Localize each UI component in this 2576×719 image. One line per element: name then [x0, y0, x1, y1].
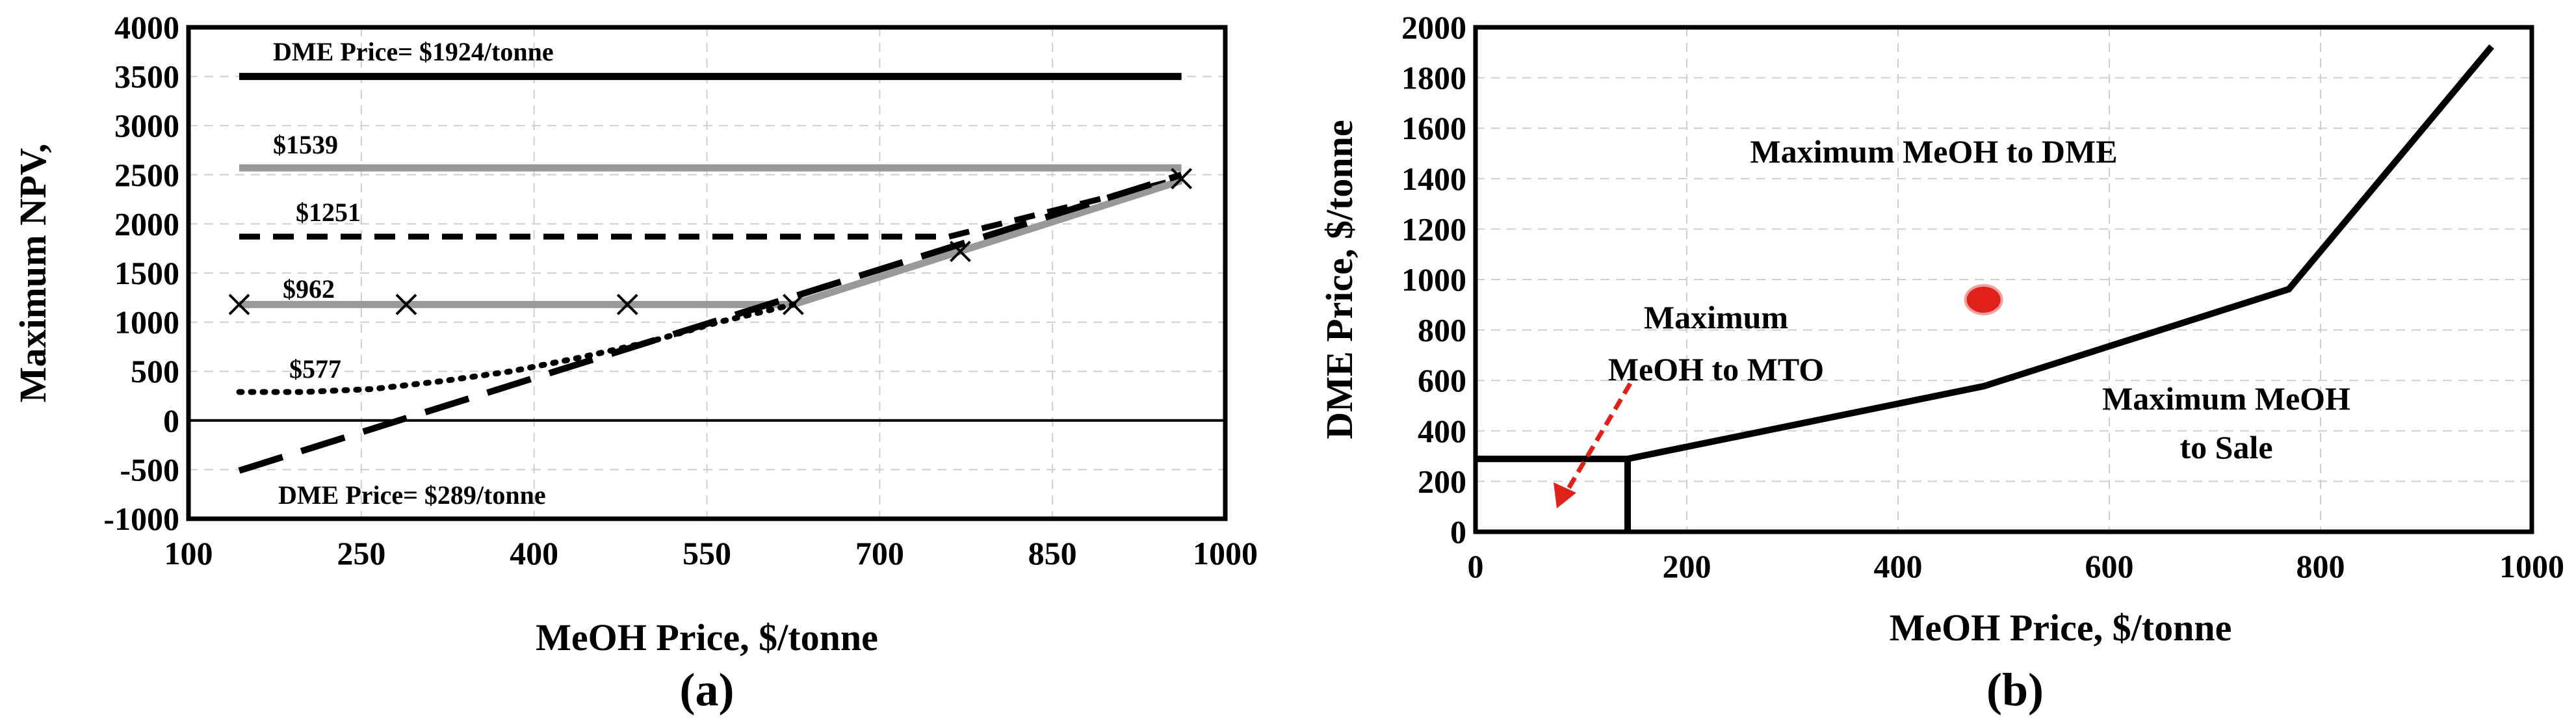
x-marker	[1171, 168, 1193, 190]
series-line-3	[239, 177, 1183, 308]
y-tick-label: 1200	[1401, 211, 1466, 247]
region-label-dme: Maximum MeOH to DME	[1750, 133, 2117, 170]
series-line-4	[236, 301, 796, 395]
series-line-5	[238, 172, 1183, 474]
y-tick-label: 2500	[114, 157, 179, 193]
y-tick-label: 0	[163, 402, 179, 439]
series-label: DME Price= $1924/tonne	[273, 37, 554, 66]
region-label-mto: Maximum	[1644, 299, 1788, 335]
y-tick-label: 1500	[114, 255, 179, 291]
y-tick-label: 1800	[1401, 60, 1466, 96]
x-tick-label: 1000	[1193, 535, 1258, 571]
y-tick-label: 600	[1418, 362, 1466, 399]
y-tick-label: 800	[1418, 312, 1466, 348]
y-tick-label: 500	[131, 353, 179, 389]
x-tick-label: 200	[1663, 548, 1711, 584]
y-tick-label: 1400	[1401, 161, 1466, 197]
x-marker	[616, 293, 638, 315]
y-tick-label: 4000	[114, 9, 179, 46]
sale-boundary-line	[1627, 44, 2495, 462]
y-tick-label: 1600	[1401, 110, 1466, 146]
x-tick-label: 400	[510, 535, 558, 571]
x-tick-label: 850	[1028, 535, 1077, 571]
y-tick-label: 3500	[114, 59, 179, 95]
y-tick-label: 1000	[114, 304, 179, 341]
region-label-mto: MeOH to MTO	[1608, 351, 1824, 387]
x-marker-stroke	[616, 293, 638, 315]
region-label-sale: Maximum MeOH	[2102, 380, 2350, 417]
series-label: $1251	[296, 198, 361, 227]
x-tick-label: 700	[855, 535, 904, 571]
x-tick-label: 250	[337, 535, 385, 571]
x-marker	[228, 293, 250, 315]
series-label: DME Price= $289/tonne	[278, 480, 546, 510]
mto-boundary	[1476, 455, 1631, 532]
x-marker-stroke	[395, 293, 417, 315]
x-marker-stroke	[228, 293, 250, 315]
x-tick-label: 0	[1468, 548, 1484, 584]
y-tick-label: -1000	[103, 501, 179, 537]
x-marker-stroke	[1171, 168, 1193, 190]
x-marker	[783, 293, 804, 315]
y-tick-label: 400	[1418, 413, 1466, 449]
x-marker	[395, 293, 417, 315]
x-tick-label: 600	[2085, 548, 2134, 584]
series-label: $577	[289, 354, 341, 384]
x-tick-label: 550	[683, 535, 731, 571]
y-tick-label: 3000	[114, 107, 179, 144]
x-tick-label: 800	[2296, 548, 2345, 584]
x-tick-label: 100	[164, 535, 213, 571]
region-label-sale: to Sale	[2179, 429, 2272, 465]
x-axis-title: MeOH Price, $/tonne	[536, 616, 878, 659]
x-tick-label: 400	[1874, 548, 1923, 584]
mto-arrow-head	[1554, 482, 1576, 508]
plot-frame-a	[186, 25, 1228, 521]
y-axis-title: DME Price, $/tonne	[1318, 120, 1360, 439]
y-axis-title: Maximum NPV,	[12, 144, 54, 402]
x-axis-title: MeOH Price, $/tonne	[1890, 607, 2232, 649]
y-tick-label: 1000	[1401, 261, 1466, 298]
plot-frame-b	[1473, 25, 2534, 534]
y-tick-label: 2000	[114, 205, 179, 242]
x-tick-label: 1000	[2499, 548, 2564, 584]
x-marker-stroke	[783, 293, 804, 315]
x-marker-stroke	[949, 241, 971, 263]
y-tick-label: 2000	[1401, 9, 1466, 46]
x-marker	[949, 241, 971, 263]
panel-label-a: (a)	[680, 664, 735, 716]
y-tick-label: -500	[120, 451, 179, 488]
y-tick-label: 0	[1450, 514, 1466, 550]
series-label: $1539	[273, 130, 338, 159]
mto-arrow-shaft	[1561, 382, 1633, 499]
series-label: $962	[283, 274, 335, 304]
data-point-red	[1964, 284, 2003, 316]
panel-label-b: (b)	[1986, 664, 2044, 716]
y-tick-label: 200	[1418, 463, 1466, 499]
